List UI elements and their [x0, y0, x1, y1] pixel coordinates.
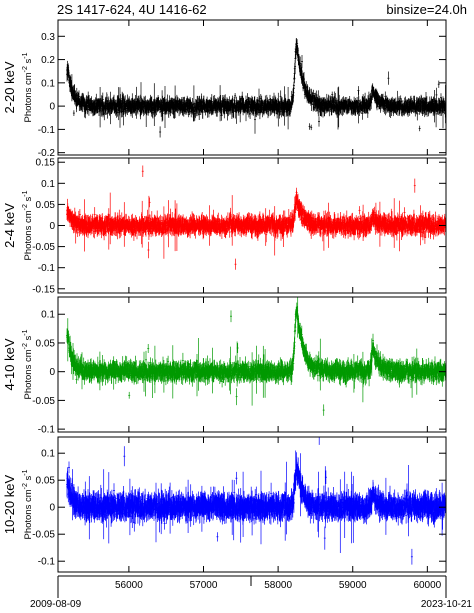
y-tick-label: -0.2: [38, 148, 56, 159]
y-tick-label: 0.3: [41, 32, 55, 43]
series-points: [66, 165, 447, 270]
source-title: 2S 1417-624, 4U 1416-62: [57, 2, 207, 17]
band-label: 2-20 keV: [2, 61, 17, 113]
binsize-label: binsize=24.0h: [386, 2, 467, 17]
panel-frame: [57, 19, 447, 156]
panel-2-20-keV: -0.2 -0.1 0 0.1 0.2 0.3 2-20 keV Photons cm-2 s…: [2, 19, 447, 159]
series-points: [66, 38, 447, 138]
units-label: Photons cm-2 s-1: [22, 52, 34, 122]
y-tick-label: 0: [49, 102, 55, 113]
y-tick-label: -0.1: [38, 125, 56, 136]
y-tick-label: 0.2: [41, 55, 55, 66]
y-tick-label: 0.1: [41, 78, 55, 89]
